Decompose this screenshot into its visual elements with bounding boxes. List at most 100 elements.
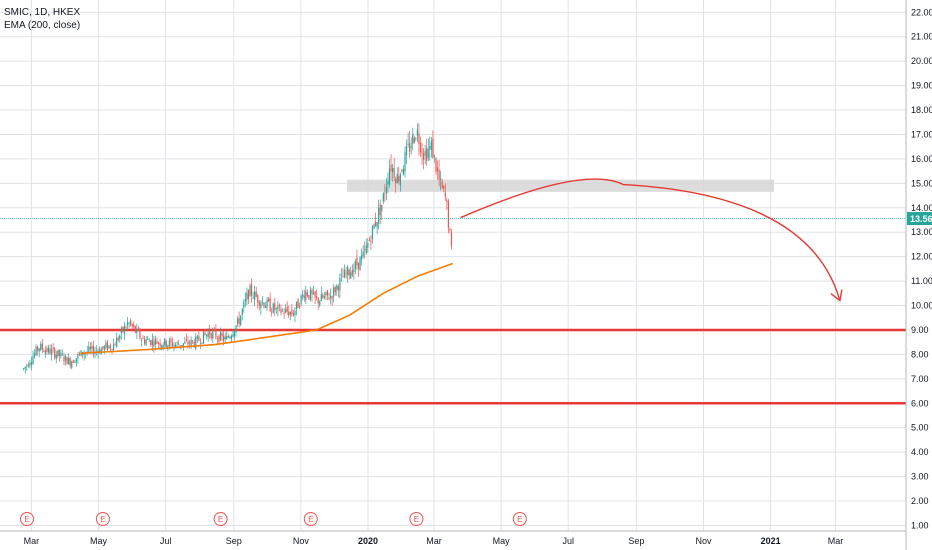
- time-tick-label: Mar: [24, 536, 40, 546]
- price-tick-label: 16.00: [911, 154, 932, 164]
- candle-body: [305, 290, 307, 300]
- candle-body: [198, 335, 200, 341]
- candle-body: [395, 178, 397, 184]
- candle-body: [450, 232, 453, 246]
- candle-body: [289, 312, 291, 315]
- candle-body: [148, 340, 150, 342]
- earnings-marker-icon[interactable]: [20, 512, 34, 526]
- candle-body: [249, 285, 251, 297]
- price-tick-label: 6.00: [911, 398, 929, 408]
- price-tick-label: 1.00: [911, 521, 929, 531]
- candle-body: [216, 337, 219, 339]
- candle-body: [212, 331, 214, 339]
- candle-body: [103, 346, 105, 350]
- projection-arrow[interactable]: [460, 178, 841, 301]
- candle-body: [300, 295, 302, 305]
- candle-body: [142, 338, 144, 340]
- time-tick-label: Sep: [226, 536, 242, 546]
- chart-legend: SMIC, 1D, HKEX EMA (200, close): [4, 6, 80, 32]
- candle-body: [102, 346, 104, 349]
- time-tick-label: Nov: [293, 536, 310, 546]
- price-tick-label: 10.00: [911, 301, 932, 311]
- candle-body: [193, 341, 195, 347]
- candle-body: [27, 364, 29, 367]
- candle-body: [426, 147, 428, 161]
- candle-body: [353, 269, 355, 272]
- last-price-label: 13.56: [910, 214, 932, 224]
- indicator-label[interactable]: EMA (200, close): [4, 20, 81, 31]
- price-tick-label: 13.00: [911, 227, 932, 237]
- earnings-marker-label: E: [414, 515, 419, 524]
- candle-body: [147, 338, 149, 340]
- candle-body: [351, 269, 353, 276]
- candle-body: [274, 303, 276, 311]
- candle-body: [418, 133, 420, 144]
- candle-body: [444, 192, 446, 197]
- candle-body: [258, 301, 260, 306]
- resistance-zone[interactable]: [347, 179, 774, 192]
- candle-body: [435, 158, 437, 172]
- candle-body: [187, 341, 189, 345]
- candle-body: [167, 345, 169, 349]
- earnings-marker-icon[interactable]: [213, 512, 228, 526]
- candle-body: [204, 332, 206, 335]
- candle-body: [159, 342, 161, 346]
- ema-line[interactable]: [80, 262, 453, 354]
- candle-body: [35, 346, 37, 355]
- candle-body: [136, 328, 138, 333]
- candle-body: [303, 295, 305, 299]
- price-tick-label: 3.00: [911, 472, 929, 482]
- candle-body: [137, 328, 139, 332]
- candle-body: [374, 221, 377, 226]
- candle-body: [433, 154, 436, 156]
- earnings-marker-icon[interactable]: [409, 512, 424, 526]
- candle-body: [254, 291, 256, 301]
- price-tick-label: 11.00: [911, 276, 932, 286]
- earnings-marker-icon[interactable]: [303, 512, 318, 526]
- candle-body: [171, 342, 174, 347]
- price-tick-label: 14.00: [911, 203, 932, 213]
- candle-body: [295, 301, 298, 310]
- candle-body: [199, 342, 201, 344]
- candle-body: [30, 362, 33, 365]
- candle-body: [291, 309, 293, 314]
- candle-body: [201, 342, 203, 344]
- candle-body: [413, 137, 415, 143]
- candle-body: [339, 277, 341, 291]
- candle-body: [153, 341, 155, 347]
- candle-body: [393, 168, 395, 179]
- projection-arrowhead: [830, 289, 843, 302]
- candle-body: [432, 138, 434, 159]
- symbol-title[interactable]: SMIC, 1D, HKEX: [4, 7, 81, 18]
- candle-body: [54, 348, 56, 358]
- earnings-marker-icon[interactable]: [95, 512, 110, 526]
- candle-body: [61, 354, 64, 356]
- time-tick-label: 2020: [358, 536, 378, 546]
- candle-body: [120, 328, 122, 334]
- candle-body: [151, 339, 153, 346]
- candle-body: [91, 346, 93, 349]
- candle-body: [168, 340, 170, 347]
- candle-body: [213, 328, 215, 331]
- candle-body: [178, 344, 180, 346]
- price-tick-label: 20.00: [911, 56, 932, 66]
- candle-body: [52, 347, 54, 350]
- candle-body: [58, 349, 60, 356]
- candle-body: [202, 331, 205, 344]
- candle-body: [331, 296, 333, 299]
- candle-body: [190, 339, 192, 346]
- candle-body: [226, 335, 228, 340]
- candle-body: [181, 345, 183, 346]
- candle-body: [44, 350, 46, 354]
- candle-body: [269, 298, 271, 312]
- candle-body: [240, 315, 242, 326]
- candle-body: [38, 348, 40, 352]
- candle-body: [49, 348, 51, 354]
- earnings-marker-icon[interactable]: [512, 512, 527, 526]
- candle-body: [134, 326, 136, 333]
- candle-body: [126, 322, 129, 326]
- candle-body: [317, 297, 319, 304]
- candle-body: [263, 302, 265, 308]
- price-tick-label: 17.00: [911, 129, 932, 139]
